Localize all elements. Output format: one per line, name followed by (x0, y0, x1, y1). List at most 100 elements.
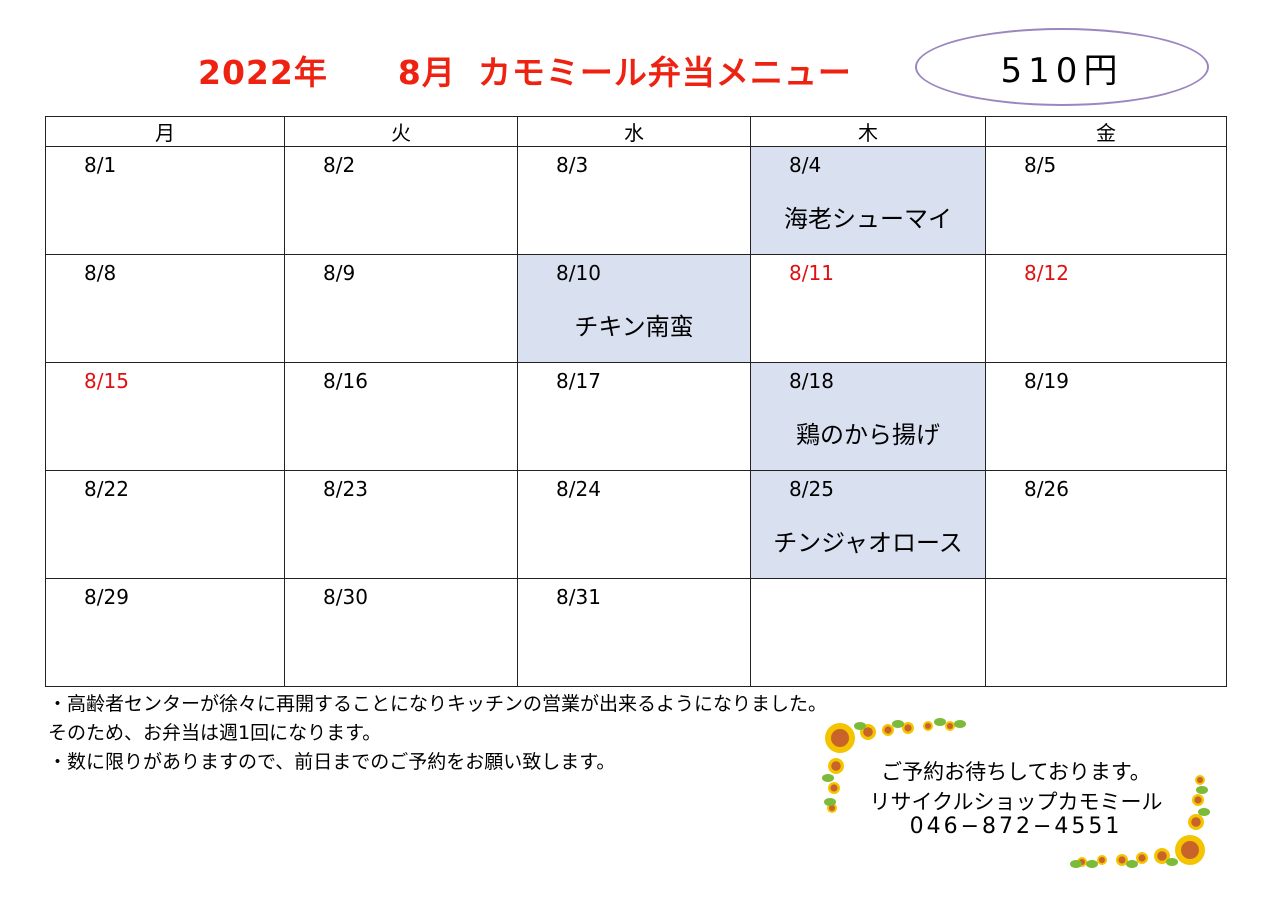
sunflower-icon (1195, 775, 1205, 785)
day-date: 8/17 (556, 369, 601, 393)
day-cell: 8/22 (45, 470, 285, 579)
day-cell: 8/1 (45, 146, 285, 255)
day-date: 8/24 (556, 477, 601, 501)
note-line: ・高齢者センターが徐々に再開することになりキッチンの営業が出来るようになりました… (48, 693, 828, 715)
sunflower-icon (1116, 854, 1128, 866)
title-year: 2022年 (198, 53, 328, 92)
sunflower-icon (1188, 814, 1204, 830)
week-row: 8/1 8/2 8/3 8/4 海老シューマイ 8/5 (45, 146, 1227, 255)
day-cell: 8/31 (517, 578, 751, 687)
day-date: 8/29 (84, 585, 129, 609)
day-cell: 8/9 (284, 254, 518, 363)
leaf-icon (1126, 860, 1138, 868)
shop-name: リサイクルショップカモミール (869, 790, 1163, 814)
sunflower-border-icon (822, 718, 1210, 868)
day-cell (985, 578, 1227, 687)
day-date: 8/3 (556, 153, 589, 177)
leaf-icon (1196, 786, 1208, 794)
menu-calendar: 月火水木金 8/1 8/2 8/3 8/4 海老シューマイ 8/5 8/8 8/9 8/10 チキ… (45, 116, 1227, 687)
leaf-icon (954, 720, 966, 728)
notes: ・高齢者センターが徐々に再開することになりキッチンの営業が出来るようになりました… (48, 690, 827, 777)
day-date: 8/16 (323, 369, 368, 393)
day-cell: 8/11 (750, 254, 986, 363)
day-cell: 8/26 (985, 470, 1227, 579)
weekday-header: 金 (985, 116, 1227, 147)
day-date: 8/22 (84, 477, 129, 501)
leaf-icon (822, 774, 834, 782)
day-date: 8/15 (84, 369, 129, 393)
day-date: 8/5 (1024, 153, 1057, 177)
day-date: 8/31 (556, 585, 601, 609)
sunflower-icon (923, 721, 933, 731)
sunflower-icon (825, 723, 855, 753)
week-row: 8/15 8/16 8/17 8/18 鶏のから揚げ 8/19 (45, 362, 1227, 471)
menu-item: 海老シューマイ (784, 205, 952, 233)
day-date: 8/11 (789, 261, 834, 285)
day-date: 8/25 (789, 477, 834, 501)
menu-item: チンジャオロース (773, 529, 963, 557)
week-row: 8/8 8/9 8/10 チキン南蛮 8/11 8/12 (45, 254, 1227, 363)
sunflower-icon (945, 721, 955, 731)
day-cell: 8/16 (284, 362, 518, 471)
leaf-icon (934, 718, 946, 726)
leaf-icon (1086, 860, 1098, 868)
page-title: 2022年 8月 カモミール弁当メニュー (198, 46, 852, 94)
sunflower-icon (1136, 852, 1148, 864)
day-cell: 8/30 (284, 578, 518, 687)
price-badge: 510円 (915, 28, 1209, 106)
sunflower-icon (828, 758, 844, 774)
day-date: 8/23 (323, 477, 368, 501)
weekday-header: 木 (750, 116, 986, 147)
day-cell: 8/8 (45, 254, 285, 363)
sunflower-icon (882, 724, 894, 736)
menu-item: 鶏のから揚げ (796, 421, 940, 449)
weekday-header: 月 (45, 116, 285, 147)
day-cell: 8/4 海老シューマイ (750, 146, 986, 255)
day-cell (750, 578, 986, 687)
weekday-header: 火 (284, 116, 518, 147)
sunflower-icon (1192, 794, 1204, 806)
sunflower-icon (1175, 835, 1205, 865)
day-cell: 8/17 (517, 362, 751, 471)
contact-message: ご予約お待ちしております。 (881, 760, 1151, 784)
sunflower-icon (1097, 855, 1107, 865)
day-date: 8/10 (556, 261, 601, 285)
day-date: 8/18 (789, 369, 834, 393)
day-cell: 8/5 (985, 146, 1227, 255)
day-cell: 8/29 (45, 578, 285, 687)
day-date: 8/26 (1024, 477, 1069, 501)
menu-item: チキン南蛮 (574, 313, 694, 341)
contact-box: ご予約お待ちしております。 リサイクルショップカモミール 046−872−455… (820, 718, 1212, 868)
day-date: 8/8 (84, 261, 117, 285)
day-cell: 8/23 (284, 470, 518, 579)
title-month: 8月 (397, 53, 456, 92)
leaf-icon (1166, 858, 1178, 866)
day-cell: 8/2 (284, 146, 518, 255)
day-cell: 8/10 チキン南蛮 (517, 254, 751, 363)
day-date: 8/19 (1024, 369, 1069, 393)
note-line: そのため、お弁当は週1回になります。 (48, 722, 382, 744)
title-name: カモミール弁当メニュー (477, 53, 852, 92)
day-cell: 8/3 (517, 146, 751, 255)
sunflower-icon (902, 722, 914, 734)
leaf-icon (1198, 808, 1210, 816)
day-cell: 8/12 (985, 254, 1227, 363)
sunflower-icon (1154, 848, 1170, 864)
day-cell: 8/25 チンジャオロース (750, 470, 986, 579)
weekday-header: 水 (517, 116, 751, 147)
day-cell: 8/24 (517, 470, 751, 579)
sunflower-icon (828, 782, 840, 794)
day-cell: 8/19 (985, 362, 1227, 471)
day-date: 8/2 (323, 153, 356, 177)
leaf-icon (1070, 860, 1082, 868)
note-line: ・数に限りがありますので、前日までのご予約をお願い致します。 (48, 751, 616, 773)
leaf-icon (854, 722, 866, 730)
week-row: 8/22 8/23 8/24 8/25 チンジャオロース 8/26 (45, 470, 1227, 579)
week-row: 8/29 8/30 8/31 (45, 578, 1227, 687)
day-cell: 8/15 (45, 362, 285, 471)
day-date: 8/9 (323, 261, 356, 285)
day-cell: 8/18 鶏のから揚げ (750, 362, 986, 471)
day-date: 8/4 (789, 153, 822, 177)
day-date: 8/12 (1024, 261, 1069, 285)
phone-number: 046−872−4551 (909, 814, 1123, 839)
